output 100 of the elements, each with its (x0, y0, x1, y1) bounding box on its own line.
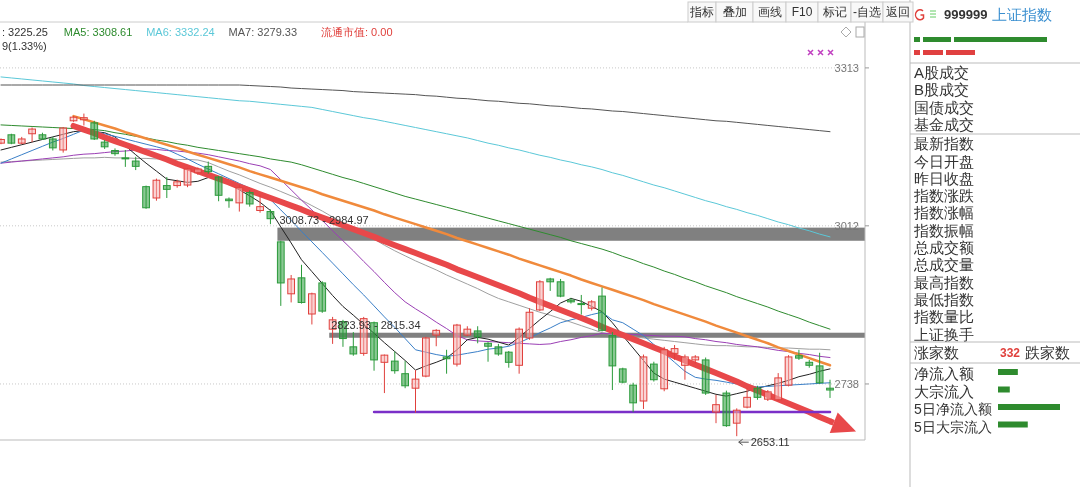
text: A股成交 (914, 64, 970, 81)
text: 标记 (821, 5, 847, 19)
bar (998, 404, 1060, 410)
candlestick (422, 336, 430, 378)
candlestick (245, 189, 254, 208)
candlestick (297, 264, 306, 305)
candlestick (142, 185, 150, 210)
line-series (72, 114, 832, 367)
candlestick (649, 361, 658, 383)
bar (998, 386, 1010, 393)
y-tick-label: 5日大宗流入 (914, 418, 992, 435)
candlestick (587, 299, 596, 312)
candlestick (59, 126, 68, 154)
candlestick (69, 115, 78, 123)
candlestick (162, 176, 171, 199)
candlestick (28, 127, 36, 143)
text: 指数涨跌 (913, 187, 974, 205)
candlestick (795, 349, 803, 361)
bar (998, 369, 1018, 375)
text: 涨家数 (914, 344, 959, 361)
candlestick (380, 354, 389, 394)
y-tick-label: 大宗流入 (914, 382, 974, 400)
text: 最新指数 (914, 135, 974, 153)
candlestick (504, 350, 513, 369)
candlestick (308, 292, 316, 325)
candlestick (743, 387, 751, 409)
candlestick (525, 307, 534, 341)
candlestick (442, 349, 451, 375)
y-tick-label: 3313 (834, 61, 859, 74)
candlestick (598, 287, 606, 333)
annotation: 流通市值: 0.00 (321, 26, 393, 38)
y-tick-label: 净流入额 (914, 365, 974, 382)
candlestick (629, 382, 637, 413)
annotation: 9(1.33%) (2, 40, 47, 52)
text: 指标 (689, 5, 714, 19)
candlestick (390, 351, 399, 375)
candlestick (256, 194, 264, 214)
text: 总成交额 (913, 239, 974, 256)
candlestick (287, 274, 296, 303)
candlestick (732, 407, 741, 437)
text: 上证换手 (914, 325, 974, 343)
candlestick (567, 297, 575, 305)
candlestick (214, 175, 223, 202)
candlestick (276, 240, 285, 307)
text: 基金成交 (914, 115, 974, 133)
candlestick (473, 325, 482, 344)
candlestick (815, 352, 824, 385)
text: 999999 (944, 7, 988, 22)
candlestick (515, 326, 523, 375)
candlestick (411, 369, 420, 414)
candlestick (401, 360, 410, 389)
candlestick (48, 136, 57, 151)
candlestick (131, 156, 140, 171)
candlestick (121, 149, 130, 168)
candlestick (235, 184, 244, 213)
text: MA5: 3308.61 (63, 26, 133, 38)
candlestick (370, 321, 378, 372)
candlestick (17, 136, 26, 145)
candlestick (701, 357, 710, 396)
annotation: 2653.11 (750, 436, 790, 449)
candlestick (100, 139, 109, 150)
bar (998, 421, 1028, 428)
candlestick (38, 132, 47, 141)
annotation: : 3225.25 (2, 26, 48, 38)
line-series (0, 84, 831, 133)
candlestick (90, 120, 99, 141)
text: B股成交 (914, 81, 970, 99)
text: MA7: 3279.33 (228, 26, 298, 38)
candlestick (577, 294, 586, 316)
candlestick (204, 161, 213, 175)
candlestick (7, 133, 16, 145)
candlestick (722, 390, 731, 428)
candlestick (152, 178, 161, 202)
text: 跌家数 (1025, 344, 1070, 361)
candlestick (183, 167, 192, 188)
candlestick (784, 354, 793, 387)
y-tick-label: 5日净流入额 (914, 401, 992, 417)
candlestick (670, 344, 679, 361)
candlestick (556, 278, 565, 298)
candlestick (805, 359, 814, 369)
candlestick (494, 343, 503, 357)
candlestick (618, 367, 627, 384)
candlestick (194, 166, 202, 176)
candlestick (463, 325, 472, 337)
text: 画线 (757, 5, 782, 19)
candlestick (484, 341, 492, 363)
candlestick (753, 385, 762, 401)
text: 叠加 (722, 5, 747, 19)
candlestick (535, 279, 544, 312)
candlestick (660, 346, 669, 392)
candlestick (639, 354, 648, 410)
text: 上证指数 (992, 6, 1052, 23)
candlestick (453, 323, 461, 367)
candlestick (763, 389, 772, 402)
candlestick (225, 196, 233, 209)
candlestick (826, 379, 834, 399)
text: 指数涨幅 (913, 204, 974, 222)
candlestick (349, 331, 358, 357)
candlestick (111, 147, 119, 157)
text: F10 (791, 5, 813, 19)
